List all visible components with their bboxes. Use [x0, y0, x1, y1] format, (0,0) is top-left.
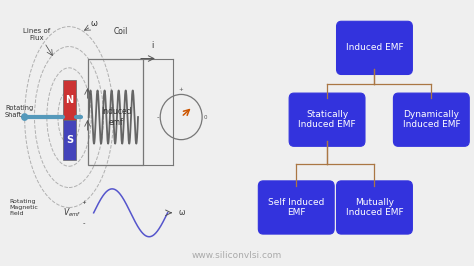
- Text: Induced EMF: Induced EMF: [346, 43, 403, 52]
- FancyBboxPatch shape: [337, 181, 412, 234]
- FancyBboxPatch shape: [63, 120, 76, 160]
- Text: Induced
emf: Induced emf: [101, 107, 132, 127]
- Text: 0: 0: [203, 115, 207, 119]
- Text: +: +: [179, 87, 183, 92]
- Text: Self Induced
EMF: Self Induced EMF: [268, 198, 324, 217]
- Text: +: +: [82, 200, 86, 205]
- Text: S: S: [66, 135, 73, 145]
- Text: -: -: [82, 221, 85, 226]
- Circle shape: [22, 114, 27, 120]
- Text: Statically
Induced EMF: Statically Induced EMF: [298, 110, 356, 129]
- Text: ω: ω: [179, 208, 185, 217]
- Text: Rotating
Shaft: Rotating Shaft: [5, 105, 33, 118]
- Text: N: N: [65, 95, 73, 105]
- Text: ω: ω: [90, 19, 97, 28]
- Text: Coil: Coil: [114, 27, 128, 36]
- Text: Dynamically
Induced EMF: Dynamically Induced EMF: [402, 110, 460, 129]
- Text: i: i: [152, 41, 154, 50]
- FancyBboxPatch shape: [289, 93, 365, 146]
- Text: Mutually
Induced EMF: Mutually Induced EMF: [346, 198, 403, 217]
- FancyBboxPatch shape: [337, 21, 412, 74]
- Text: www.siliconvlsi.com: www.siliconvlsi.com: [192, 251, 282, 260]
- Text: -: -: [156, 114, 159, 120]
- Text: $V_{emf}$: $V_{emf}$: [63, 207, 82, 219]
- FancyBboxPatch shape: [393, 93, 469, 146]
- FancyBboxPatch shape: [63, 80, 76, 120]
- FancyBboxPatch shape: [258, 181, 334, 234]
- Text: Rotating
Magnetic
Field: Rotating Magnetic Field: [10, 199, 39, 216]
- Text: Lines of
Flux: Lines of Flux: [23, 28, 51, 41]
